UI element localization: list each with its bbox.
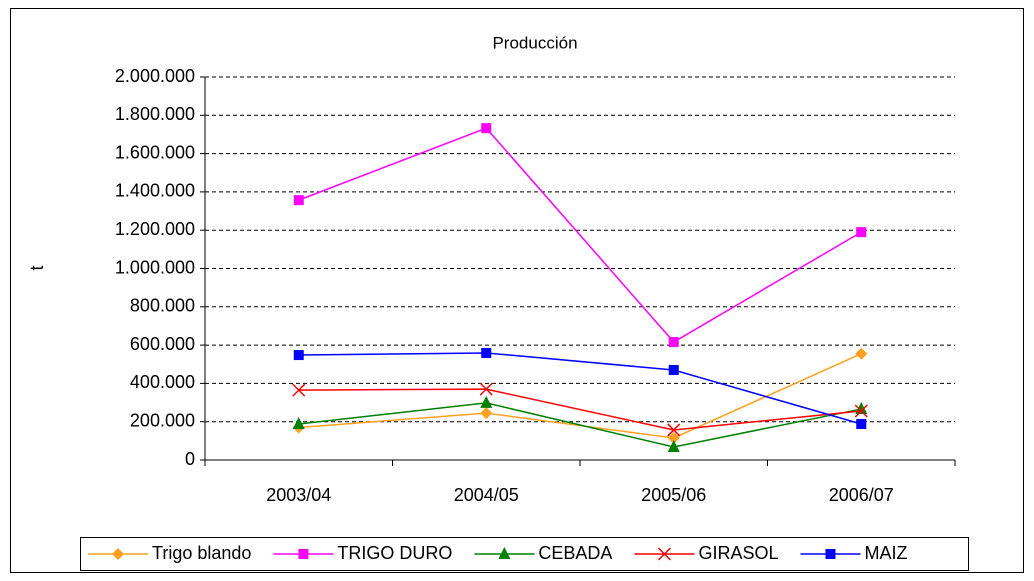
y-tick-label: 400.000 [130,372,195,392]
line [298,402,862,448]
marker [668,364,679,375]
x-tick-label: 2005/06 [641,485,706,505]
y-tick-label: 2.000.000 [115,66,195,86]
legend-label: CEBADA [538,543,612,563]
legend-item: GIRASOL [634,543,778,563]
y-axis-title: t [27,265,47,270]
marker [855,347,868,360]
marker [481,347,492,358]
chart-border [10,8,1024,573]
y-tick-label: 600.000 [130,334,195,354]
marker [479,382,493,396]
y-tick-label: 1.200.000 [115,219,195,239]
marker [292,383,306,397]
marker [293,195,304,206]
marker [298,549,309,559]
marker [825,549,836,559]
x-tick-label: 2003/04 [266,485,331,505]
legend-label: GIRASOL [698,543,778,563]
marker [856,227,867,238]
legend-item: TRIGO DURO [273,543,452,563]
legend-item: CEBADA [474,543,612,563]
y-tick-label: 1.400.000 [115,181,195,201]
y-tick-label: 0 [185,449,195,469]
y-tick-label: 200.000 [130,410,195,430]
marker [856,418,867,429]
y-tick-label: 800.000 [130,296,195,316]
marker [480,395,493,408]
legend-label: Trigo blando [152,543,251,563]
marker [657,547,671,561]
y-tick-label: 1.000.000 [115,257,195,277]
line [298,388,862,431]
x-tick-label: 2004/05 [454,485,519,505]
marker [293,350,304,361]
marker [480,407,493,420]
y-tick-label: 1.600.000 [115,142,195,162]
marker [292,416,305,429]
legend-label: MAIZ [864,543,907,563]
marker [668,337,679,348]
marker [854,404,868,418]
legend-label: TRIGO DURO [337,543,452,563]
legend-item: MAIZ [800,543,907,563]
marker [498,547,511,559]
chart-title: Producción [492,33,577,52]
marker [667,431,680,444]
y-tick-label: 1.800.000 [115,104,195,124]
legend-item: Trigo blando [88,543,251,563]
marker [667,423,681,437]
marker [481,123,492,134]
x-tick-label: 2006/07 [829,485,894,505]
line [298,352,862,425]
marker [112,548,124,560]
line [298,127,862,343]
marker [667,439,680,452]
